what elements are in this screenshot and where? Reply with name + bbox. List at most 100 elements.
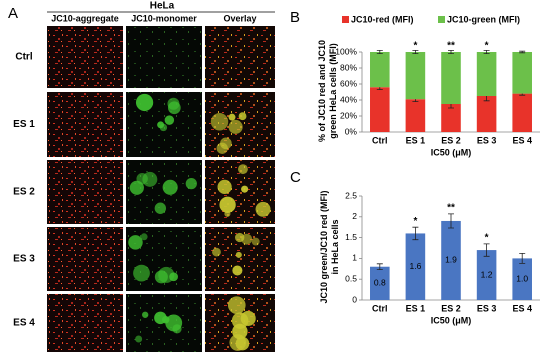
- value-label: 1.9: [445, 255, 457, 265]
- y-tick-label: 0%: [345, 126, 358, 136]
- cell-blob: [154, 202, 167, 214]
- cell-blob: [217, 179, 232, 195]
- bar-segment: [512, 52, 532, 94]
- cell-blob: [157, 121, 165, 129]
- x-tick-label: ES 4: [512, 135, 532, 145]
- column-header: Overlay: [223, 13, 256, 23]
- bar: [405, 233, 426, 300]
- cell-blob: [241, 233, 253, 245]
- x-tick-label: ES 3: [477, 303, 497, 313]
- cell-blob: [255, 201, 271, 217]
- column-header: JC10-aggregate: [51, 13, 119, 23]
- cell-blob: [241, 185, 249, 193]
- bar: [476, 250, 497, 300]
- y-tick-label: 40%: [340, 94, 357, 104]
- significance: *: [485, 41, 489, 52]
- bar-segment: [405, 52, 426, 100]
- cell-blob: [185, 177, 197, 190]
- cell-blob: [251, 237, 260, 246]
- cell-blob: [238, 112, 247, 121]
- x-tick-label: ES 2: [441, 135, 461, 145]
- value-label: 1.0: [516, 273, 528, 283]
- y-axis-label: JC10 green/JC10 red (MFI) in HeLa cells: [319, 190, 340, 304]
- micrograph: [205, 26, 275, 88]
- cell-blob: [220, 137, 232, 150]
- error-bar: [412, 226, 419, 241]
- column-header: JC10-monomer: [131, 13, 197, 23]
- error-bar: [376, 263, 383, 271]
- cell-blob: [228, 119, 243, 134]
- cell-blob: [165, 314, 183, 332]
- error-bar: [483, 50, 490, 54]
- bar-segment: [476, 96, 497, 132]
- x-tick-label: Ctrl: [372, 135, 388, 145]
- y-tick-label: 80%: [340, 62, 357, 72]
- significance: *: [485, 232, 489, 243]
- cell-blob: [231, 312, 249, 329]
- micrograph: [47, 92, 123, 157]
- y-tick-label: 1.5: [345, 232, 357, 242]
- value-label: 0.8: [374, 278, 386, 288]
- x-axis-label: IC50 (μM): [431, 315, 472, 325]
- bar-segment: [441, 104, 461, 132]
- y-tick-label: 1: [352, 253, 357, 263]
- significance: *: [413, 216, 417, 227]
- x-axis-label: IC50 (μM): [431, 147, 472, 157]
- y-tick-label: 20%: [340, 110, 357, 120]
- micrograph: [47, 227, 123, 291]
- cell-blob: [129, 180, 144, 195]
- cell-blob: [128, 235, 143, 250]
- cell-blob: [224, 210, 231, 217]
- row-label: ES 3: [13, 254, 35, 265]
- cell-blob: [227, 296, 246, 315]
- cell-blob: [235, 336, 250, 351]
- cell-blob: [167, 101, 181, 115]
- cell-blob: [135, 335, 143, 343]
- error-bar: [448, 213, 454, 229]
- x-tick-label: ES 2: [441, 303, 461, 313]
- cell-blob: [162, 179, 178, 195]
- legend-swatch: [438, 16, 445, 23]
- x-tick-label: ES 1: [406, 135, 426, 145]
- cell-blob: [238, 164, 248, 175]
- legend-label: JC10-green (MFI): [447, 14, 520, 24]
- cell-blob: [228, 113, 236, 121]
- significance: *: [413, 41, 417, 52]
- error-bar: [448, 50, 454, 54]
- y-tick-label: 60%: [340, 78, 357, 88]
- micrograph: [126, 26, 202, 88]
- value-label: 1.2: [481, 269, 493, 279]
- value-label: 1.6: [409, 261, 421, 271]
- micrograph: [47, 294, 123, 352]
- y-tick-label: 2: [352, 211, 357, 221]
- significance: **: [447, 41, 455, 52]
- cell-blob: [232, 265, 243, 276]
- legend-swatch: [342, 16, 349, 23]
- panel-label: B: [290, 9, 300, 26]
- micrograph: [47, 160, 123, 224]
- x-tick-label: ES 4: [512, 303, 532, 313]
- bar-segment: [405, 99, 426, 132]
- x-tick-label: Ctrl: [372, 303, 388, 313]
- cell-blob: [142, 311, 149, 318]
- significance: **: [447, 203, 455, 214]
- error-bar: [519, 50, 526, 54]
- cell-blob: [135, 93, 154, 112]
- bar: [441, 220, 461, 300]
- micrograph: [47, 26, 123, 88]
- y-tick-label: 0.5: [345, 273, 357, 283]
- error-bar: [376, 50, 383, 54]
- row-label: ES 1: [13, 119, 35, 130]
- cell-blob: [140, 233, 148, 241]
- legend-label: JC10-red (MFI): [351, 14, 414, 24]
- bar-segment: [476, 52, 497, 96]
- bar-segment: [512, 93, 532, 132]
- cell-blob: [219, 196, 236, 213]
- x-tick-label: ES 3: [477, 135, 497, 145]
- bar-segment: [441, 52, 461, 104]
- panel-label: C: [290, 169, 301, 186]
- row-label: Ctrl: [15, 52, 32, 63]
- panel-label: A: [8, 5, 18, 22]
